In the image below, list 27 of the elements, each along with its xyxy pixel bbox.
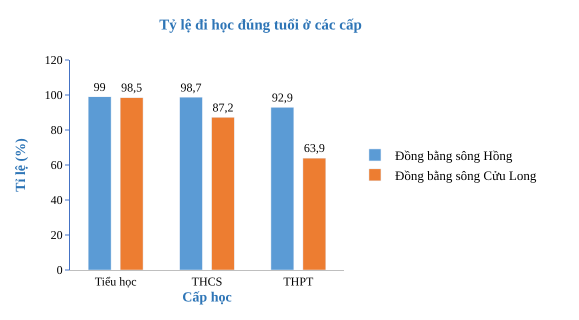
bar [302, 158, 326, 270]
x-tick-label: THPT [283, 274, 314, 288]
data-label: 92,9 [272, 90, 293, 104]
legend-label: Đồng bằng sông Hồng [394, 148, 513, 164]
bar [88, 96, 112, 270]
bar [120, 97, 144, 270]
y-tick-label: 120 [44, 53, 63, 68]
y-axis-title: Tỉ lệ (%) [14, 138, 30, 192]
data-label: 98,5 [121, 80, 142, 95]
x-tick-label: Tiểu học [94, 274, 137, 288]
y-tick-label: 100 [44, 88, 63, 102]
data-label: 98,7 [180, 80, 202, 94]
y-tick-label: 60 [50, 158, 63, 172]
data-label: 99 [94, 80, 106, 94]
chart-title: Tỷ lệ đi học đúng tuổi ở các cấp [159, 18, 362, 34]
data-label: 63,9 [304, 141, 325, 156]
bar [270, 107, 294, 270]
y-tick-label: 20 [50, 228, 63, 242]
bar [179, 97, 203, 270]
y-tick-label: 40 [50, 193, 63, 208]
legend-label: Đồng bằng sông Cửu Long [394, 168, 537, 183]
bar [211, 117, 235, 270]
y-tick-label: 80 [50, 123, 63, 138]
x-axis-title: Cấp học [182, 290, 232, 306]
x-tick-label: THCS [192, 274, 222, 288]
y-tick-label: 0 [56, 263, 63, 278]
data-label: 87,2 [212, 100, 234, 114]
